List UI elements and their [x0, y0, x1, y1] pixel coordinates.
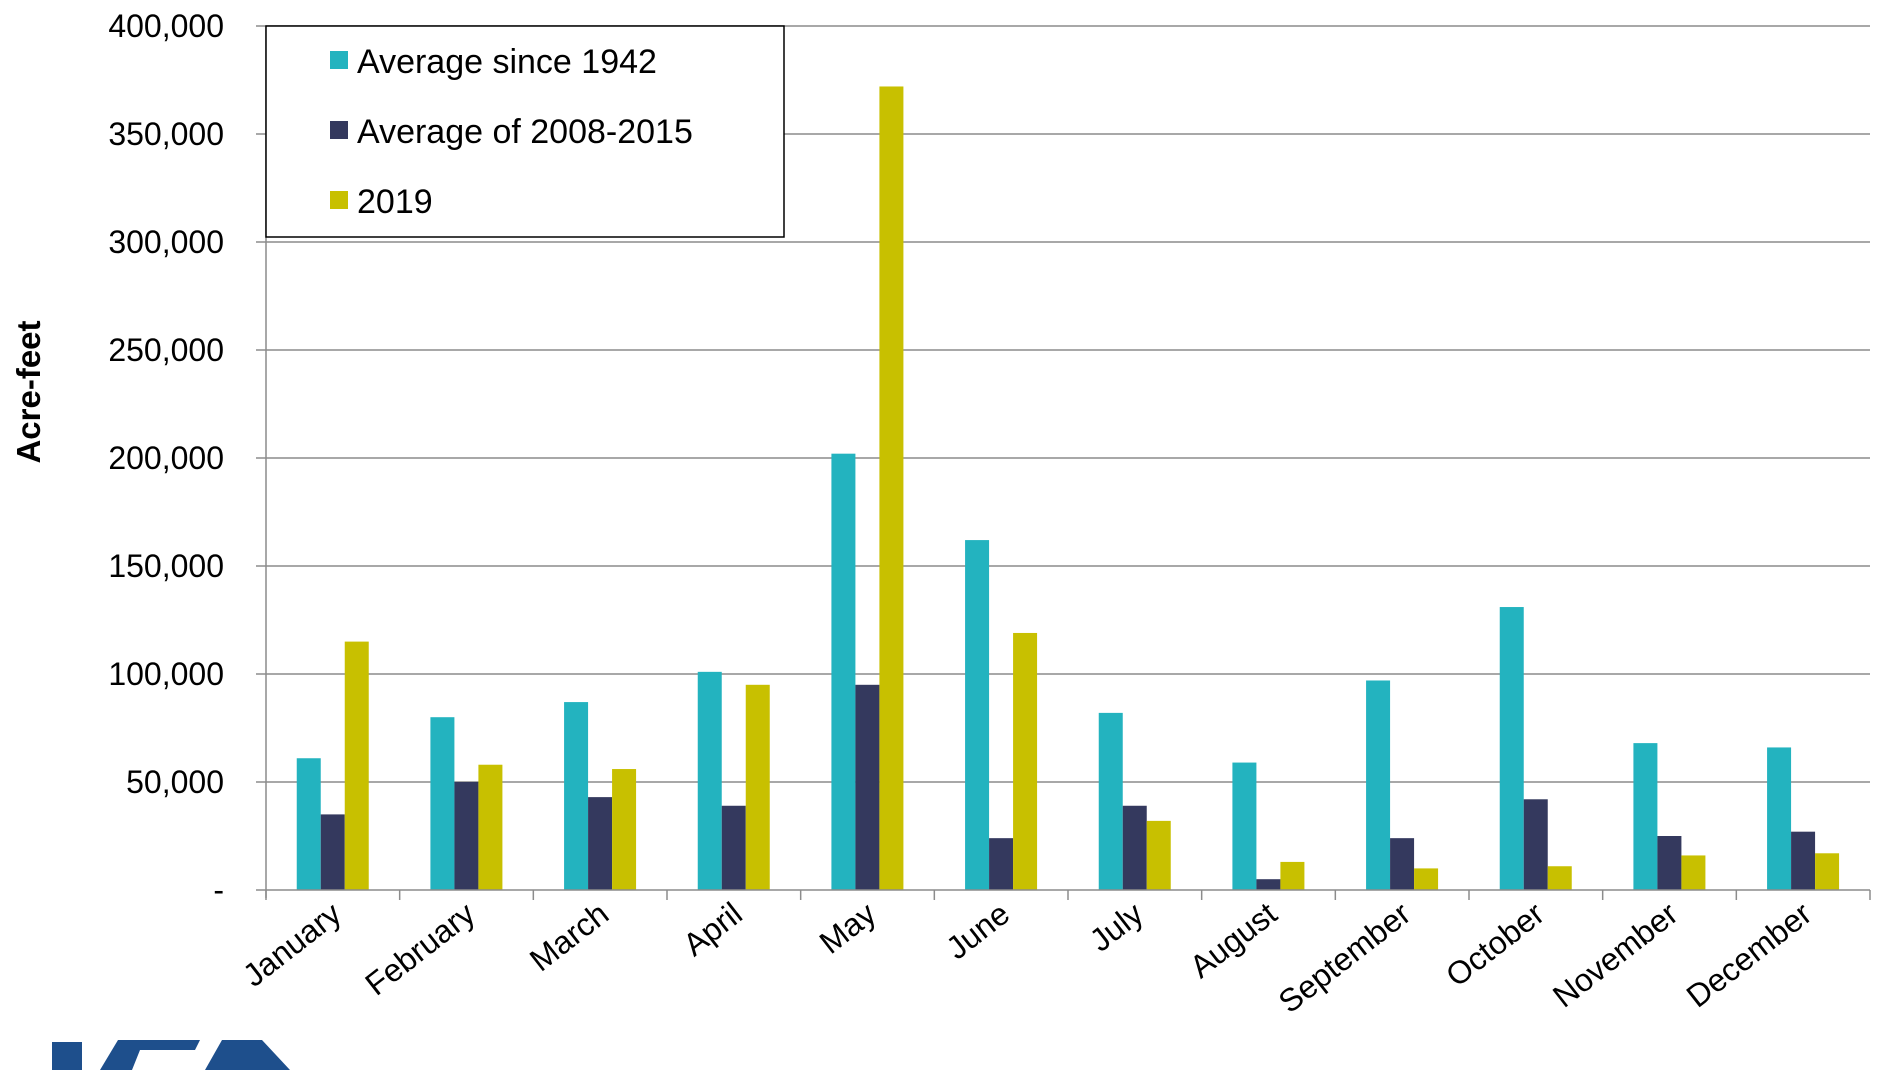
- bar-2019-april: [745, 684, 770, 890]
- legend-swatch: [330, 51, 348, 69]
- x-category-label: July: [1083, 895, 1150, 958]
- y-axis-title: Acre-feet: [10, 320, 47, 463]
- y-tick-label: -: [213, 872, 224, 908]
- bar-2019-december: [1815, 853, 1840, 890]
- bar-average-of-2008-2015-june: [989, 838, 1014, 890]
- y-tick-label: 150,000: [108, 548, 224, 584]
- bar-2019-january: [344, 641, 369, 890]
- bar-average-of-2008-2015-february: [454, 782, 479, 890]
- x-category-label: March: [523, 895, 615, 978]
- bar-2019-august: [1280, 861, 1305, 890]
- x-category-label: November: [1546, 895, 1685, 1014]
- y-tick-labels: - 50,000 100,000 150,000 200,000 250,000 300,0…: [108, 8, 224, 908]
- legend-label: 2019: [357, 183, 433, 221]
- bar-2019-july: [1146, 820, 1171, 890]
- y-tick-label: 400,000: [108, 8, 224, 44]
- x-category-label: February: [358, 895, 481, 1002]
- legend: Average since 1942 Average of 2008-2015 20…: [265, 25, 785, 238]
- bar-average-of-2008-2015-april: [721, 805, 746, 890]
- legend-label: Average since 1942: [357, 43, 657, 81]
- bar-average-since-1942-february: [430, 717, 455, 890]
- bar-average-since-1942-january: [296, 758, 321, 890]
- bar-average-since-1942-august: [1232, 762, 1257, 890]
- bar-2019-october: [1547, 866, 1572, 890]
- y-tick-label: 50,000: [126, 764, 224, 800]
- bar-average-of-2008-2015-september: [1390, 838, 1415, 890]
- bar-average-since-1942-october: [1499, 607, 1524, 890]
- x-category-label: June: [939, 895, 1016, 966]
- bar-average-of-2008-2015-august: [1256, 879, 1281, 890]
- x-category-label: January: [236, 895, 348, 993]
- bar-2019-november: [1681, 855, 1706, 890]
- logo: [52, 1040, 290, 1070]
- x-category-label: September: [1272, 895, 1418, 1020]
- x-category-label: May: [813, 895, 883, 961]
- legend-label: Average of 2008-2015: [357, 113, 693, 151]
- bar-average-of-2008-2015-october: [1523, 799, 1548, 890]
- bar-average-since-1942-november: [1633, 743, 1658, 890]
- bar-average-since-1942-july: [1098, 712, 1123, 890]
- legend-box: [265, 25, 785, 238]
- logo-mark: [52, 1040, 290, 1070]
- y-tick-label: 100,000: [108, 656, 224, 692]
- bar-average-of-2008-2015-january: [320, 814, 345, 890]
- x-category-label: October: [1439, 895, 1551, 994]
- x-category-labels: January February March April May June July Augu…: [236, 895, 1818, 1020]
- bar-average-of-2008-2015-december: [1791, 831, 1816, 890]
- bar-2019-september: [1414, 868, 1439, 890]
- legend-swatch: [330, 121, 348, 139]
- y-tick-label: 350,000: [108, 116, 224, 152]
- bar-average-since-1942-december: [1767, 747, 1792, 890]
- bar-average-since-1942-april: [697, 671, 722, 890]
- y-tick-label: 300,000: [108, 224, 224, 260]
- bar-average-since-1942-march: [564, 702, 589, 890]
- bar-average-of-2008-2015-march: [588, 797, 613, 890]
- bars: [296, 86, 1840, 891]
- bar-2019-june: [1013, 632, 1038, 890]
- bar-average-since-1942-may: [831, 453, 856, 890]
- bar-average-since-1942-september: [1366, 680, 1391, 890]
- x-category-label: August: [1183, 895, 1284, 985]
- y-tick-label: 250,000: [108, 332, 224, 368]
- bar-average-of-2008-2015-may: [855, 684, 880, 890]
- bar-average-since-1942-june: [965, 540, 990, 890]
- bar-2019-march: [612, 769, 637, 890]
- x-category-label: December: [1680, 895, 1819, 1014]
- bar-2019-may: [879, 86, 904, 891]
- legend-swatch: [330, 191, 348, 209]
- y-tick-label: 200,000: [108, 440, 224, 476]
- bar-average-of-2008-2015-july: [1122, 805, 1147, 890]
- bar-average-of-2008-2015-november: [1657, 836, 1682, 890]
- x-category-label: April: [676, 895, 749, 963]
- bar-2019-february: [478, 764, 503, 890]
